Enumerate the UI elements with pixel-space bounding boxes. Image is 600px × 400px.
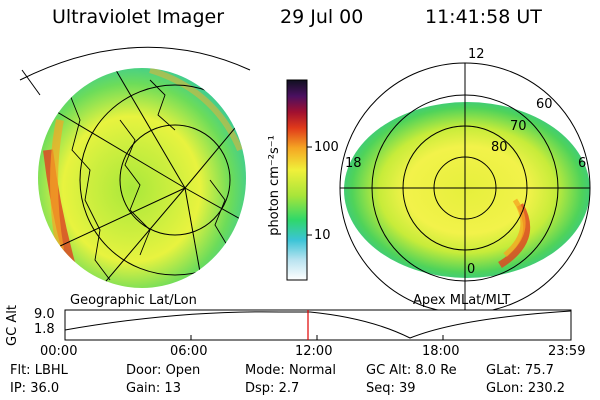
geo-panel-label: Geographic Lat/Lon (70, 293, 197, 308)
lat-label-60: 60 (536, 97, 553, 112)
alt-xtick-0600: 06:00 (170, 344, 208, 359)
info-gain: Gain: 13 (126, 381, 181, 396)
info-gc-alt: GC Alt: 8.0 Re (366, 363, 457, 378)
colorbar-unit-label: photon cm⁻²s⁻¹ (266, 135, 282, 236)
apex-image (339, 62, 591, 314)
geo-image (19, 46, 251, 288)
image-date: 29 Jul 00 (280, 6, 364, 28)
mlt-label-6: 6 (578, 156, 587, 171)
mlt-label-12: 12 (468, 47, 485, 62)
info-glon: GLon: 230.2 (486, 381, 566, 396)
alt-xtick-0000: 00:00 (40, 344, 78, 359)
colorbar-tick-10: 10 (314, 228, 331, 243)
image-time: 11:41:58 UT (425, 6, 542, 28)
info-ip: IP: 36.0 (10, 381, 60, 396)
mlt-label-18: 18 (345, 156, 362, 171)
instrument-title: Ultraviolet Imager (52, 6, 225, 28)
info-glat: GLat: 75.7 (486, 363, 554, 378)
info-mode: Mode: Normal (245, 363, 336, 378)
lat-label-80: 80 (491, 140, 508, 155)
info-dsp: Dsp: 2.7 (245, 381, 300, 396)
info-seq: Seq: 39 (366, 381, 416, 396)
colorbar (286, 79, 308, 281)
apex-panel-label: Apex MLat/MLT (413, 293, 511, 308)
alt-xtick-1200: 12:00 (295, 344, 333, 359)
alt-ylabel: GC Alt (4, 305, 20, 346)
alt-ytick-1-8: 1.8 (34, 322, 55, 337)
info-flt: Flt: LBHL (10, 363, 68, 378)
mlt-label-0: 0 (467, 262, 476, 277)
colorbar-tick-100: 100 (314, 140, 339, 155)
alt-xtick-2359: 23:59 (548, 344, 586, 359)
info-door: Door: Open (126, 363, 201, 378)
alt-xtick-1800: 18:00 (422, 344, 460, 359)
altitude-plot (64, 309, 572, 341)
lat-label-70: 70 (510, 119, 527, 134)
alt-ytick-9: 9.0 (34, 307, 55, 322)
